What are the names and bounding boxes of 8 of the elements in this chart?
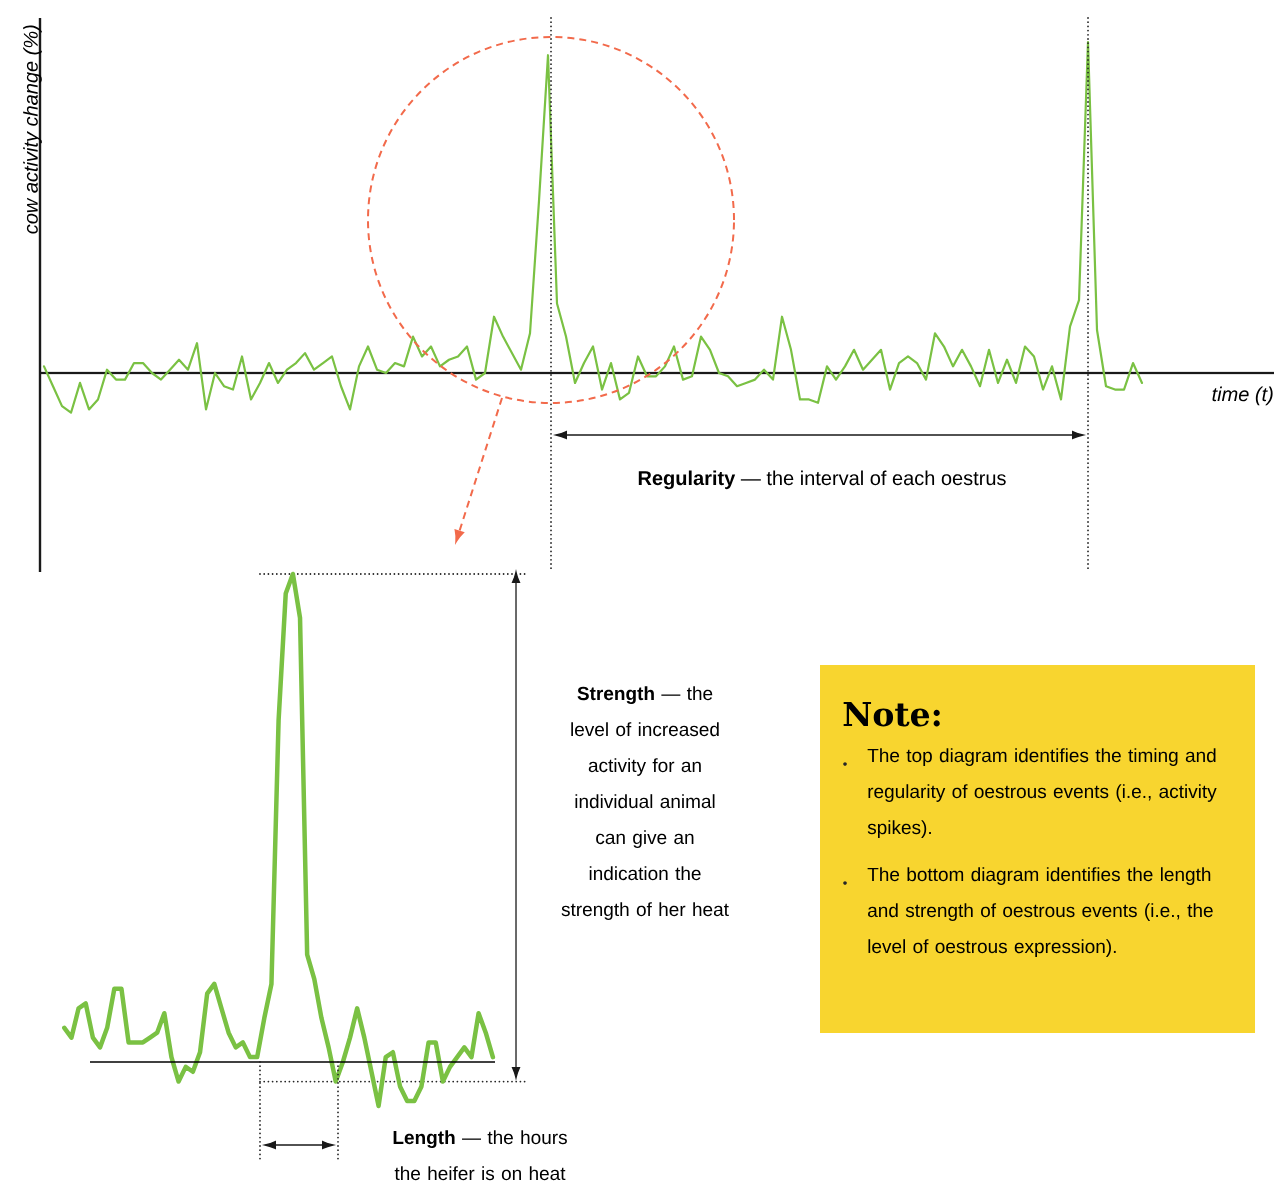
text: Strength — the level of increased activity for an individual animal can give an indication the strength of her heat — [561, 686, 729, 920]
y-axis-title: cow activity change (%) — [23, 25, 42, 234]
text: The bottom diagram identifies the length and strength of oestrous events (i.e., the level of oestrous expression). — [867, 867, 1213, 957]
text: The top diagram identifies the timing and regularity of oestrous events (i.e., activity spikes). — [867, 748, 1217, 838]
text: Regularity — the interval of each oestrus — [638, 470, 1006, 490]
text: Note: — [843, 701, 940, 727]
text: Length — the hours the heifer is on heat — [393, 1130, 567, 1181]
x-axis-title: time (t) — [1212, 386, 1273, 406]
